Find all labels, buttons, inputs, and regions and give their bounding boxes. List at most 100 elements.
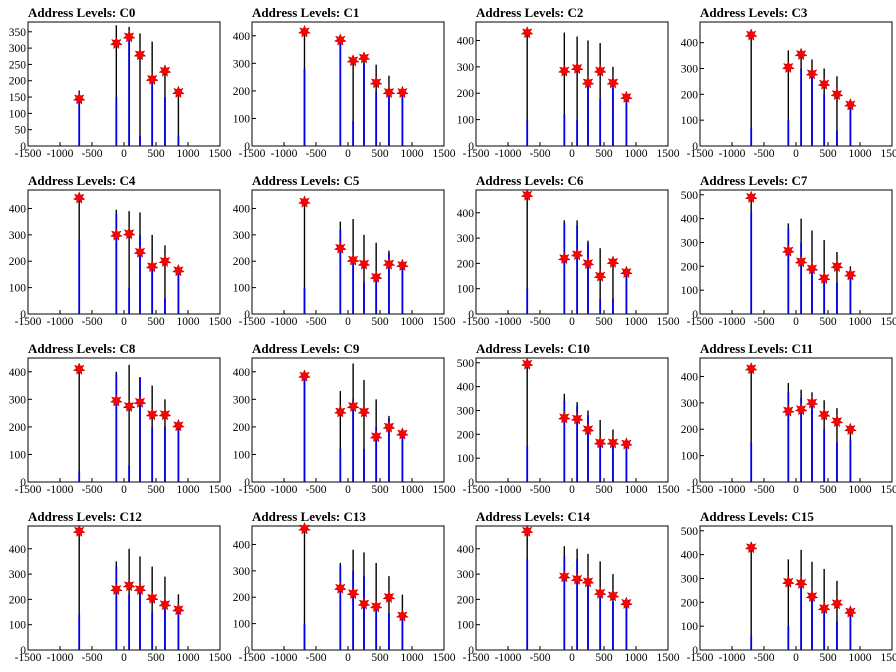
chart-title: Address Levels: C15 (700, 509, 814, 524)
x-tick-label: 1500 (881, 652, 896, 664)
chart-svg: Address Levels: C12 0 100 200 300 400 -1500 -10… (9, 509, 232, 664)
peak-marker (369, 599, 383, 613)
peak-marker (557, 410, 571, 424)
x-tick-label: -1000 (271, 148, 298, 160)
x-tick-label: 1500 (433, 316, 456, 328)
x-tick-label: 0 (345, 316, 351, 328)
plot-frame (27, 189, 221, 315)
x-tick-label: 1000 (177, 148, 200, 160)
peak-marker (122, 578, 136, 592)
chart-panel: Address Levels: C0 0 50 100 150 200 250 300 350 -… (0, 0, 232, 168)
peak-marker (817, 77, 831, 91)
peak-marker (346, 253, 360, 266)
peak-marker (297, 24, 311, 38)
x-tick-label: -1500 (239, 148, 266, 160)
x-tick-label: 1500 (209, 148, 232, 160)
x-tick-label: 1000 (625, 652, 648, 664)
y-tick-label: 100 (233, 283, 251, 295)
chart-title: Address Levels: C7 (700, 173, 808, 188)
peak-marker (794, 576, 808, 590)
peak-marker (520, 188, 534, 202)
peak-marker (781, 575, 795, 589)
peak-marker (346, 586, 360, 600)
peak-marker (744, 28, 758, 41)
plot-frame (699, 21, 893, 147)
peak-marker (570, 247, 584, 261)
x-tick-label: 0 (569, 652, 575, 664)
x-tick-label: 1000 (849, 484, 872, 496)
x-tick-label: 1000 (401, 484, 424, 496)
chart-svg: Address Levels: C6 0 100 200 300 400 -1500 -100… (457, 173, 680, 328)
y-tick-label: 400 (9, 544, 27, 556)
y-tick-label: 300 (9, 43, 27, 55)
peak-marker (557, 251, 571, 265)
peak-marker (369, 270, 383, 284)
y-tick-label: 100 (9, 449, 27, 461)
peak-marker (145, 407, 159, 421)
y-tick-label: 400 (457, 544, 475, 556)
chart-panel: Address Levels: C7 0 100 200 300 400 500 -1500-… (672, 168, 896, 336)
x-tick-label: 1000 (625, 148, 648, 160)
x-tick-label: -1500 (15, 652, 42, 664)
x-tick-label: 0 (569, 484, 575, 496)
y-tick-label: 100 (457, 453, 475, 465)
x-tick-label: 1500 (881, 484, 896, 496)
y-tick-label: 300 (9, 394, 27, 406)
x-tick-label: -1000 (719, 148, 746, 160)
peak-marker (333, 33, 347, 46)
peak-marker (122, 399, 136, 413)
peak-marker (817, 601, 831, 615)
y-tick-label: 0 (20, 477, 26, 489)
y-tick-label: 0 (468, 645, 474, 657)
peak-marker (109, 394, 123, 407)
x-tick-label: -500 (81, 652, 102, 664)
plot-frame (475, 525, 669, 651)
peak-marker (557, 569, 571, 583)
y-tick-label: 0 (468, 141, 474, 153)
x-tick-label: 1500 (657, 484, 680, 496)
x-tick-label: -1000 (47, 652, 74, 664)
x-tick-label: -500 (753, 484, 774, 496)
peak-marker (794, 402, 808, 416)
x-tick-label: 1500 (657, 148, 680, 160)
y-tick-label: 500 (457, 358, 475, 370)
x-tick-label: -1000 (495, 148, 522, 160)
peak-marker (570, 572, 584, 586)
peak-marker (606, 255, 620, 269)
x-tick-label: 500 (147, 484, 165, 496)
peak-marker (357, 405, 371, 418)
y-tick-label: 100 (681, 115, 699, 127)
y-tick-label: 150 (9, 92, 27, 104)
peak-marker (171, 85, 185, 99)
y-tick-label: 400 (457, 35, 475, 47)
x-tick-label: -1000 (271, 484, 298, 496)
y-tick-label: 100 (457, 284, 475, 296)
chart-panel: Address Levels: C3 0 100 200 300 400 -1500 -100… (672, 0, 896, 168)
plot-frame (27, 21, 221, 147)
peak-marker (593, 586, 607, 600)
chart-panel: Address Levels: C5 0 100 200 300 400 -1500 -100… (224, 168, 456, 336)
chart-panel: Address Levels: C6 0 100 200 300 400 -1500 -100… (448, 168, 680, 336)
x-tick-label: 500 (371, 316, 389, 328)
x-tick-label: -1000 (719, 484, 746, 496)
peak-marker (570, 412, 584, 425)
y-tick-label: 300 (457, 405, 475, 417)
peak-marker (357, 257, 371, 270)
peak-marker (357, 51, 371, 64)
y-tick-label: 0 (20, 309, 26, 321)
peak-marker (830, 414, 844, 428)
x-tick-label: 1000 (401, 652, 424, 664)
peak-marker (158, 254, 172, 268)
x-tick-label: 500 (147, 316, 165, 328)
x-tick-label: 500 (371, 484, 389, 496)
y-tick-label: 0 (692, 645, 698, 657)
y-tick-label: 200 (457, 88, 475, 100)
y-tick-label: 50 (15, 125, 27, 137)
x-tick-label: 0 (345, 148, 351, 160)
peak-marker (606, 436, 620, 449)
peak-marker (382, 420, 396, 433)
chart-title: Address Levels: C8 (28, 341, 136, 356)
y-tick-label: 100 (9, 108, 27, 120)
x-tick-label: -1000 (495, 652, 522, 664)
y-tick-label: 0 (244, 141, 250, 153)
